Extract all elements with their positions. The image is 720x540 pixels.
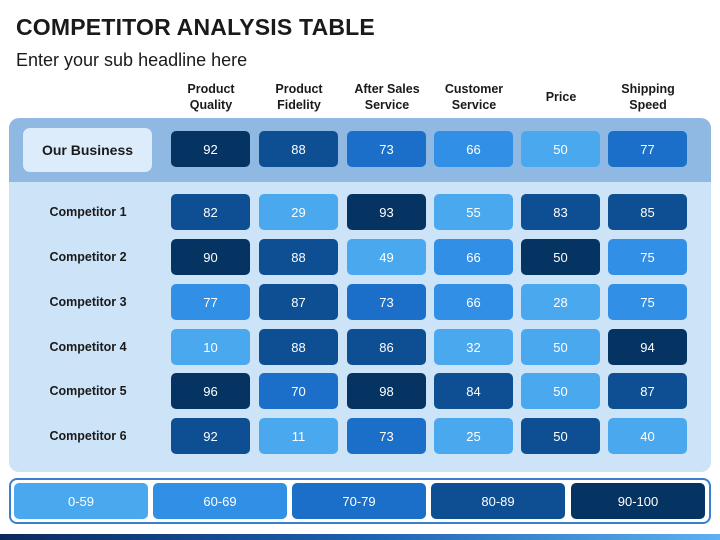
competitor-label: Competitor 4 (49, 340, 127, 354)
competitor-score-cell: 75 (608, 239, 687, 275)
footer-bar (0, 534, 720, 540)
competitor-score-cell: 50 (521, 239, 600, 275)
competitor-score-cell: 73 (347, 418, 426, 454)
our-business-score-cell: 50 (521, 131, 600, 167)
competitor-score-cell: 87 (608, 373, 687, 409)
competitor-score-cell: 11 (259, 418, 338, 454)
competitor-label: Competitor 2 (49, 250, 127, 264)
competitor-score-cell: 86 (347, 329, 426, 365)
competitor-score-cell: 82 (171, 194, 250, 230)
legend-item: 60-69 (153, 483, 287, 519)
competitor-score-cell: 84 (434, 373, 513, 409)
competitor-label: Competitor 5 (49, 384, 127, 398)
competitor-score-cell: 87 (259, 284, 338, 320)
competitor-score-cell: 55 (434, 194, 513, 230)
competitor-score-cell: 92 (171, 418, 250, 454)
competitor-score-cell: 70 (259, 373, 338, 409)
competitor-score-cell: 75 (608, 284, 687, 320)
competitor-score-cell: 88 (259, 329, 338, 365)
column-header: Product Fidelity (275, 81, 323, 112)
competitor-score-cell: 90 (171, 239, 250, 275)
our-business-score-cell: 92 (171, 131, 250, 167)
our-business-label: Our Business (23, 128, 152, 172)
column-header: Product Quality (187, 81, 235, 112)
legend-item: 70-79 (292, 483, 426, 519)
our-business-score-cell: 88 (259, 131, 338, 167)
column-header: Price (545, 89, 577, 104)
competitor-score-cell: 50 (521, 418, 600, 454)
competitor-score-cell: 50 (521, 373, 600, 409)
column-header: After Sales Service (354, 81, 420, 112)
competitor-score-cell: 10 (171, 329, 250, 365)
competitor-label: Competitor 1 (49, 205, 127, 219)
competitor-score-cell: 50 (521, 329, 600, 365)
competitor-score-cell: 88 (259, 239, 338, 275)
competitor-score-cell: 85 (608, 194, 687, 230)
legend-item: 90-100 (571, 483, 705, 519)
column-header: Customer Service (444, 81, 504, 112)
column-header: Shipping Speed (621, 81, 675, 112)
competitor-score-cell: 25 (434, 418, 513, 454)
page-title: COMPETITOR ANALYSIS TABLE (16, 14, 375, 40)
competitor-score-cell: 66 (434, 284, 513, 320)
competitor-score-cell: 32 (434, 329, 513, 365)
competitor-score-cell: 83 (521, 194, 600, 230)
legend-item: 0-59 (14, 483, 148, 519)
competitor-score-cell: 28 (521, 284, 600, 320)
competitor-score-cell: 96 (171, 373, 250, 409)
competitor-score-cell: 98 (347, 373, 426, 409)
competitor-score-cell: 66 (434, 239, 513, 275)
competitor-label: Competitor 3 (49, 295, 127, 309)
competitor-score-cell: 73 (347, 284, 426, 320)
competitor-score-cell: 40 (608, 418, 687, 454)
page-subtitle: Enter your sub headline here (16, 50, 248, 70)
competitor-score-cell: 94 (608, 329, 687, 365)
competitor-score-cell: 93 (347, 194, 426, 230)
competitor-score-cell: 49 (347, 239, 426, 275)
competitor-label: Competitor 6 (49, 429, 127, 443)
competitor-score-cell: 77 (171, 284, 250, 320)
our-business-score-cell: 77 (608, 131, 687, 167)
our-business-score-cell: 66 (434, 131, 513, 167)
our-business-score-cell: 73 (347, 131, 426, 167)
competitor-score-cell: 29 (259, 194, 338, 230)
legend-item: 80-89 (431, 483, 565, 519)
